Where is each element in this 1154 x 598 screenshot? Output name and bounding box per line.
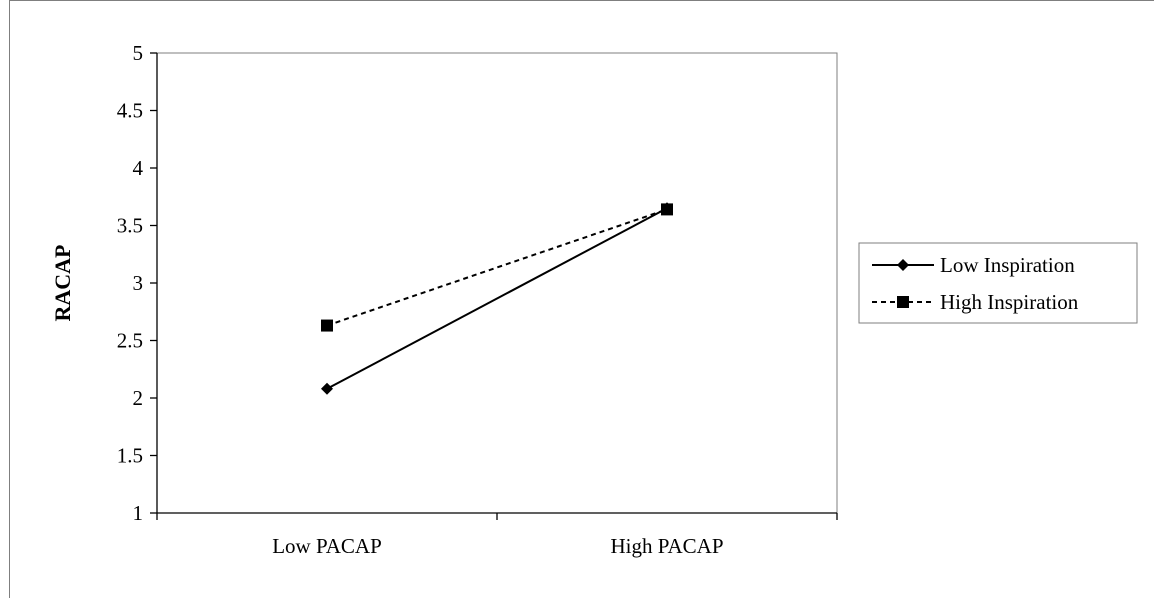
legend-item: Low Inspiration (872, 253, 1075, 277)
plot-area (156, 52, 838, 514)
square-marker (897, 296, 909, 308)
y-tick-label: 2 (133, 386, 144, 410)
chart-frame (9, 0, 1154, 598)
square-marker (321, 319, 333, 332)
x-tick-label: Low PACAP (272, 534, 382, 558)
axes (156, 53, 837, 514)
y-tick-label: 4.5 (117, 99, 143, 123)
legend-label: Low Inspiration (940, 253, 1075, 277)
diamond-marker (897, 259, 909, 271)
y-axis-title: RACAP (50, 245, 75, 322)
legend-item: High Inspiration (872, 290, 1079, 314)
legend-label: High Inspiration (940, 290, 1079, 314)
y-axis-ticks: 1 1.5 2 2.5 3 3.5 4 4.5 5 (117, 41, 157, 525)
y-tick-label: 2.5 (117, 329, 143, 353)
y-tick-label: 5 (133, 41, 144, 65)
series-low-inspiration (321, 202, 673, 395)
diamond-marker (661, 202, 673, 215)
series-layer (321, 202, 673, 395)
series-line (326, 207, 668, 390)
y-tick-label: 3 (133, 271, 144, 295)
x-tick-label: High PACAP (610, 534, 723, 558)
x-axis-ticks: Low PACAP High PACAP (156, 513, 838, 558)
y-tick-label: 1.5 (117, 444, 143, 468)
y-tick-label: 1 (133, 501, 144, 525)
y-tick-label: 4 (133, 156, 144, 180)
diamond-marker (321, 382, 333, 395)
series-line (326, 208, 668, 327)
y-tick-label: 3.5 (117, 214, 143, 238)
legend: Low Inspiration High Inspiration (858, 242, 1138, 324)
legend-box (858, 242, 1138, 324)
series-high-inspiration (321, 203, 673, 332)
